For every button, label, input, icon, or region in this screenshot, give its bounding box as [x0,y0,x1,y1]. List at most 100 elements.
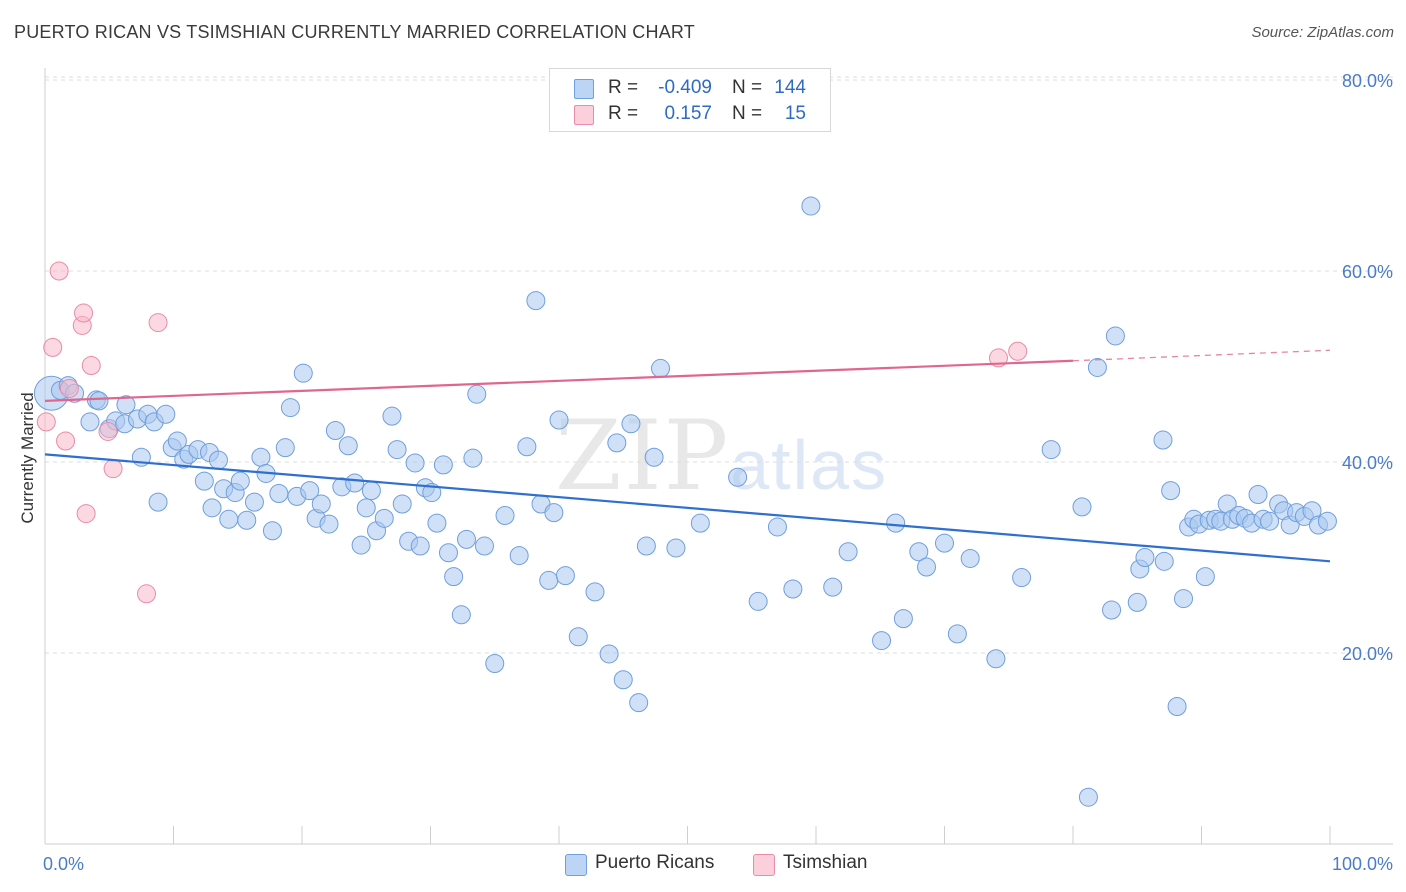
y-tick-label: 40.0% [1342,453,1393,473]
puerto-rican-point [410,536,430,556]
puerto-rican-point [269,484,289,504]
puerto-rican-point [909,542,929,562]
puerto-rican-point [405,453,425,473]
legend-swatch-puerto-ricans [574,79,594,99]
legend-swatch-tsimshian [574,105,594,125]
puerto-rican-point [361,481,381,501]
puerto-rican-point [422,483,442,503]
y-tick-label: 20.0% [1342,644,1393,664]
puerto-rican-point [237,510,257,530]
puerto-rican-point [728,467,748,487]
puerto-rican-point [621,414,641,434]
puerto-rican-point [280,398,300,418]
puerto-rican-point [311,494,331,514]
puerto-rican-point [80,412,100,432]
legend-n-label: N = [732,103,763,124]
puerto-rican-point [219,509,239,529]
puerto-rican-point [451,605,471,625]
puerto-rican-point [1102,600,1122,620]
tsimshian-point [49,261,69,281]
puerto-rican-point [1012,568,1032,588]
puerto-rican-point [293,363,313,383]
legend-r-value: -0.409 [658,77,712,98]
tsimshian-point [36,412,56,432]
puerto-rican-point [1072,497,1092,517]
puerto-rican-point [517,437,537,457]
y-tick-label: 80.0% [1342,71,1393,91]
tsimshian-point [76,504,96,524]
puerto-rican-point [444,567,464,587]
puerto-rican-point [1154,551,1174,571]
puerto-rican-point [194,471,214,491]
y-tick-label: 60.0% [1342,262,1393,282]
puerto-rican-point [456,529,476,549]
puerto-rican-point [208,450,228,470]
puerto-rican-point [156,404,176,424]
puerto-rican-point [585,582,605,602]
puerto-rican-point [1078,787,1098,807]
puerto-rican-point [463,448,483,468]
puerto-rican-point [568,627,588,647]
puerto-rican-point [319,514,339,534]
x-tick-label: 0.0% [43,854,84,874]
puerto-rican-point [467,384,487,404]
tsimshian-trendline-extension [1072,349,1331,362]
legend-r-label: R = [608,77,639,98]
tsimshian-point [98,421,118,441]
puerto-rican-point [544,503,564,523]
legend-n-value: 144 [774,77,806,98]
puerto-rican-point [1041,440,1061,460]
puerto-rican-point [801,196,821,216]
puerto-rican-point [116,395,136,415]
puerto-rican-point [438,543,458,563]
puerto-rican-point [893,609,913,629]
puerto-rican-point [644,447,664,467]
puerto-rican-point [1317,511,1337,531]
puerto-rican-point [960,548,980,568]
tsimshian-point [56,431,76,451]
tsimshian-point [59,378,79,398]
puerto-rican-point [474,536,494,556]
puerto-rican-point [613,670,633,690]
legend-n-label: N = [732,77,763,98]
correlation-legend: R = -0.409 N = 144 R = 0.157 N = 15 [549,68,831,132]
tsimshian-point [103,459,123,479]
puerto-rican-point [325,420,345,440]
puerto-rican-point [427,513,447,533]
puerto-rican-point [1135,548,1155,567]
puerto-rican-point [1174,589,1194,609]
puerto-rican-point [539,570,559,590]
puerto-rican-point [433,455,453,475]
puerto-rican-point [1167,696,1187,716]
puerto-rican-point [345,473,365,493]
puerto-rican-point [509,546,529,566]
tsimshian-point [1008,341,1028,361]
tsimshian-point [148,313,168,333]
puerto-rican-point [526,291,546,311]
puerto-rican-point [356,498,376,518]
series-label-tsimshian: Tsimshian [783,852,868,873]
puerto-rican-point [1195,567,1215,587]
puerto-rican-point [651,358,671,378]
puerto-rican-point [382,406,402,426]
puerto-rican-point [148,492,168,512]
puerto-rican-point [549,410,569,430]
puerto-rican-point [607,433,627,453]
series-swatch-puerto-ricans [565,854,587,876]
watermark-atlas: atlas [730,426,889,504]
watermark: ZIPatlas [555,400,888,512]
puerto-rican-point [1153,430,1173,450]
puerto-rican-point [251,447,271,467]
puerto-rican-point [935,533,954,553]
legend-row-tsimshian: R = 0.157 N = 15 [550,101,830,127]
puerto-rican-point [599,644,619,664]
puerto-rican-point [748,591,768,611]
puerto-rican-point [262,521,282,541]
legend-r-value: 0.157 [664,103,712,124]
puerto-rican-point [917,557,937,577]
chart-title: PUERTO RICAN VS TSIMSHIAN CURRENTLY MARR… [14,22,695,42]
puerto-rican-point [351,535,371,555]
puerto-rican-point [202,498,222,518]
puerto-rican-point [886,513,906,533]
tsimshian-point [43,337,63,357]
